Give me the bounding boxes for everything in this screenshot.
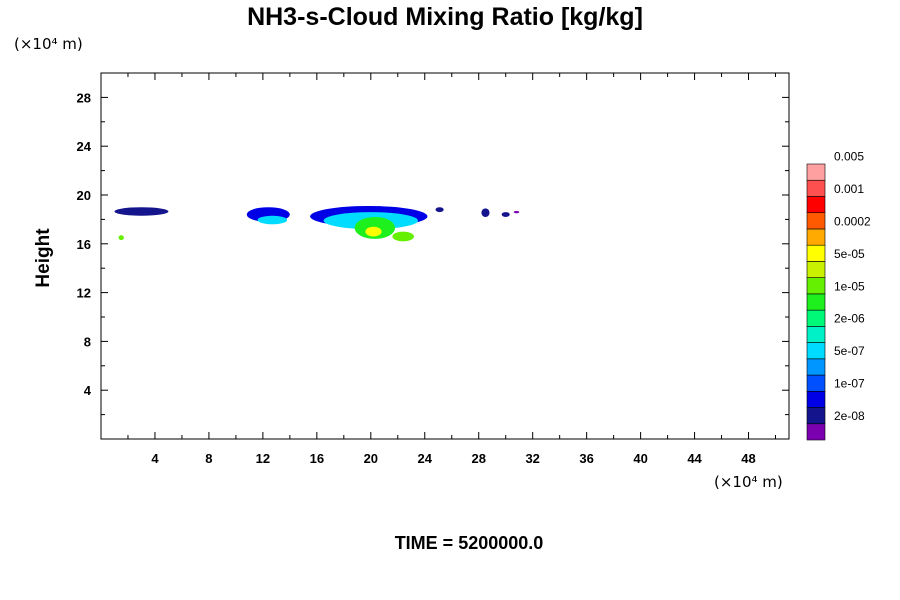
x-tick-label: 12 [256,451,270,466]
x-tick-label: 20 [364,451,378,466]
x-tick-label: 48 [741,451,755,466]
colorbar-label: 1e-07 [834,377,865,391]
colorbar-swatch [806,244,826,262]
colorbar-swatch [806,390,826,408]
y-unit-label: (×10⁴ m) [14,35,83,53]
cloud-region-11 [501,212,510,217]
colorbar-swatch [806,358,826,376]
colorbar-swatch [806,407,826,425]
colorbar-label: 0.005 [834,149,864,163]
colorbar-label: 0.001 [834,182,864,196]
colorbar-swatch [806,277,826,295]
chart-title: NH3-s-Cloud Mixing Ratio [kg/kg] [247,3,643,31]
x-tick-label: 32 [525,451,539,466]
y-tick-label: 20 [77,188,91,203]
x-tick-label: 40 [633,451,647,466]
colorbar-swatch [806,374,826,392]
cloud-region-10 [481,208,490,217]
colorbar-swatch [806,326,826,343]
colorbar-swatch [806,163,826,181]
time-label: TIME = 5200000.0 [395,533,544,553]
colorbar-label: 0.0002 [834,214,871,228]
y-tick-label: 4 [84,383,92,398]
y-axis-ticks: 4 8 12 16 20 24 28 [77,90,789,416]
colorbar: 2e-08 1e-07 5e-07 2e-06 1e-05 5e-05 0.0002 0.00… [806,149,871,441]
x-axis-ticks: 4 8 12 16 20 24 28 32 36 40 44 48 [127,73,777,466]
x-tick-label: 24 [418,451,433,466]
colorbar-swatch [806,423,826,441]
y-tick-label: 28 [77,90,91,105]
colorbar-label: 2e-06 [834,312,865,326]
x-tick-label: 44 [687,451,702,466]
y-tick-label: 12 [77,286,91,301]
cloud-region-0 [114,207,169,216]
x-tick-label: 36 [579,451,593,466]
y-axis-label: Height [33,228,54,288]
colorbar-swatch [806,212,826,230]
cloud-region-9 [435,207,444,213]
colorbar-swatch [806,342,826,360]
x-tick-label: 16 [310,451,324,466]
colorbar-label: 5e-07 [834,344,865,358]
y-tick-label: 24 [77,139,92,154]
colorbar-swatch [806,179,826,197]
cloud-region-2 [257,215,288,225]
colorbar-swatch [806,293,826,311]
colorbar-swatch [806,261,826,278]
colorbar-swatch [806,196,826,214]
x-tick-label: 8 [205,451,212,466]
colorbar-label: 5e-05 [834,247,865,261]
cloud-regions [114,205,520,242]
cloud-region-6 [365,226,382,237]
colorbar-swatch [806,228,826,246]
y-tick-label: 8 [84,334,91,349]
cloud-region-12 [513,210,520,214]
y-tick-label: 16 [77,237,91,252]
plot-area [100,72,790,440]
colorbar-label: 1e-05 [834,279,865,293]
x-tick-label: 4 [151,451,159,466]
colorbar-label: 2e-08 [834,409,865,423]
cloud-region-8 [118,235,124,241]
cloud-region-7 [392,231,414,242]
x-tick-label: 28 [471,451,485,466]
x-unit-label: (×10⁴ m) [714,473,783,491]
colorbar-swatch [806,309,826,327]
